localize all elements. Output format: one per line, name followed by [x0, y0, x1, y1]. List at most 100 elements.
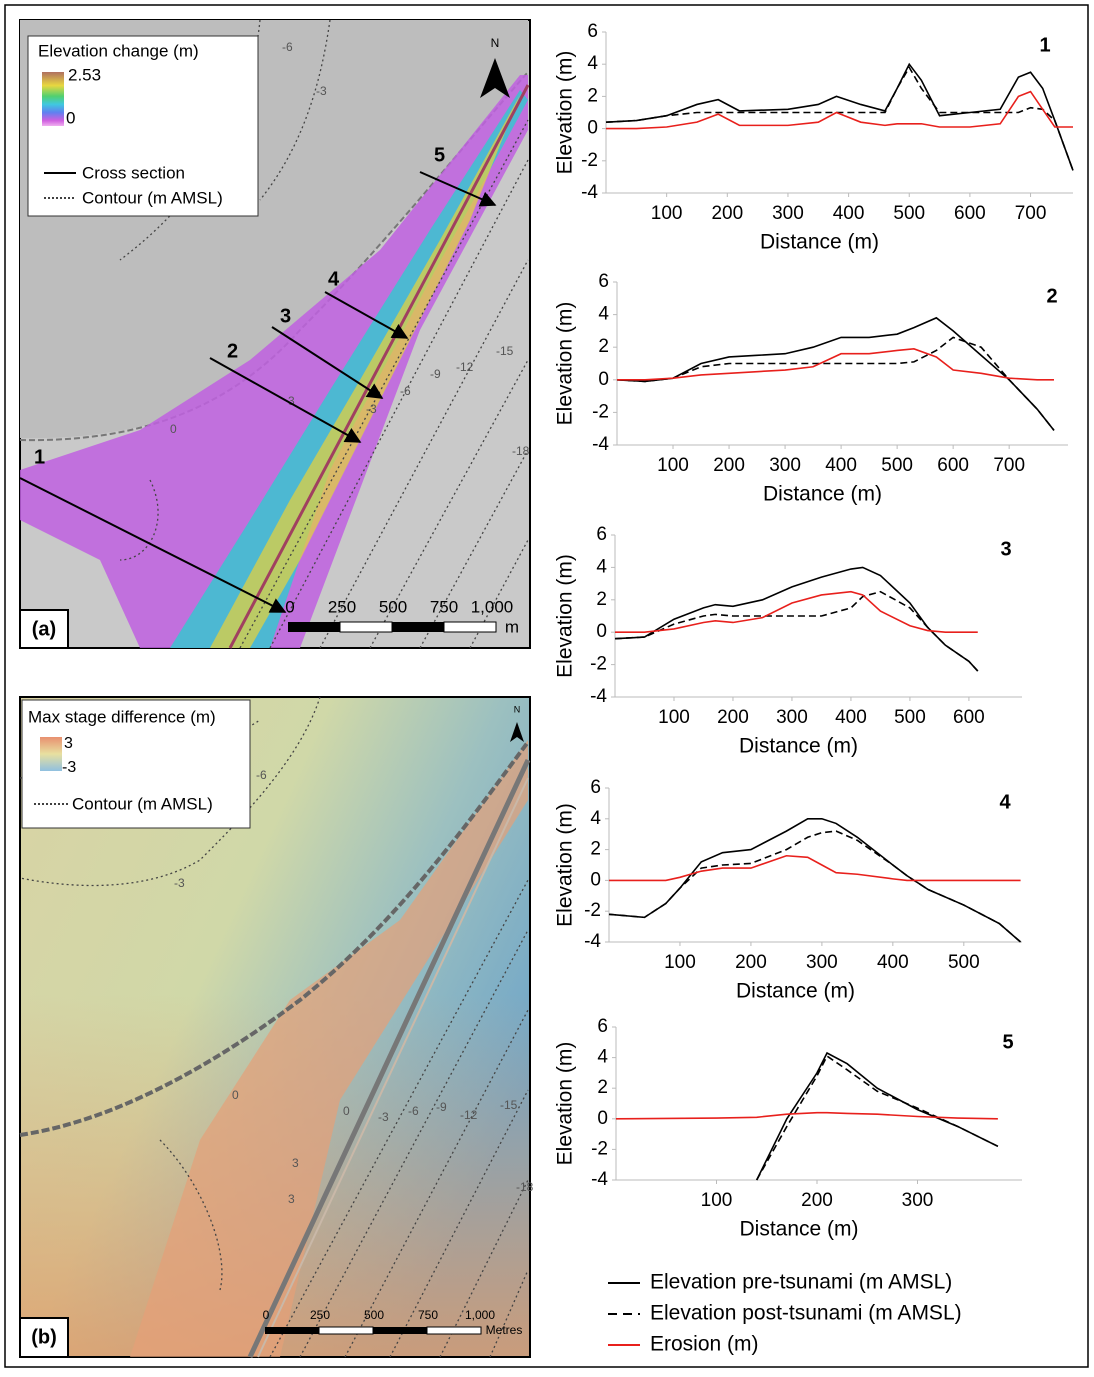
y-tick-label: 6: [598, 271, 609, 292]
scale-label: 250: [328, 597, 356, 616]
y-tick-label: 6: [596, 524, 607, 545]
series-line: [616, 336, 1055, 431]
legend-label: Elevation pre-tsunami (m AMSL): [650, 1271, 952, 1294]
contour-label: -3: [174, 876, 185, 890]
y-tick-label: -2: [591, 1138, 608, 1159]
y-tick-label: -2: [590, 654, 607, 675]
y-tick-label: -4: [581, 182, 598, 203]
road: [247, 758, 531, 1359]
y-tick-label: 2: [587, 85, 598, 106]
legend-ramp: [42, 72, 64, 126]
series-line: [608, 830, 1022, 943]
x-tick-label: 200: [801, 1190, 833, 1211]
map-b: -6 -3 0 0 -3 -6 -9 -12 -15 -18 3 3 N Max…: [19, 696, 534, 1359]
chart-title: 1: [1039, 34, 1050, 56]
map-a: -6 -3 0 -3 -6 -9 -12 -15 -18 3 1 2 3 4 5…: [19, 19, 531, 649]
x-tick-label: 600: [953, 707, 985, 728]
cross-section: [271, 326, 384, 399]
scale-labels: 0 250 500 750 1,000 m: [285, 597, 519, 636]
y-tick-label: 6: [590, 777, 601, 798]
legend-max: 2.53: [68, 65, 101, 84]
contour-label: -6: [282, 40, 293, 54]
section-label: 5: [434, 144, 445, 166]
road-edge: [257, 777, 529, 1358]
x-tick-label: 100: [658, 707, 690, 728]
x-tick-label: 500: [893, 203, 925, 224]
legend-label: Cross section: [82, 163, 185, 182]
y-tick-label: -2: [584, 900, 601, 921]
road: [228, 84, 530, 649]
x-tick-label: 300: [902, 1190, 934, 1211]
x-tick-label: 600: [954, 203, 986, 224]
scale-label: 0: [263, 1308, 270, 1322]
series-line: [614, 566, 979, 672]
cross-section: [19, 477, 287, 613]
scale-label: 0: [285, 597, 294, 616]
line-chart: -4 -2 0 2 4 6 100 200 300 400 500 600 700 1 Distance (…: [554, 21, 1074, 254]
y-tick-label: 0: [598, 369, 609, 390]
series-line: [615, 1111, 998, 1120]
contour-label: -18: [512, 444, 530, 458]
section-label: 4: [328, 268, 340, 290]
y-axis-title: Elevation (m): [554, 51, 577, 175]
x-tick-label: 100: [701, 1190, 733, 1211]
x-tick-label: 700: [1015, 203, 1047, 224]
north-arrow: [510, 722, 524, 742]
chart-title: 4: [999, 791, 1011, 813]
x-tick-label: 300: [769, 455, 801, 476]
panel-label: (a): [32, 618, 56, 640]
cross-section: [209, 357, 362, 443]
y-tick-label: 0: [596, 621, 607, 642]
y-tick-label: -4: [591, 1169, 608, 1190]
contour-label: 3: [288, 394, 295, 408]
series-line: [617, 348, 1054, 381]
change-zone-mid: [170, 90, 528, 648]
scale-label: 750: [430, 597, 458, 616]
y-tick-label: 4: [598, 304, 609, 325]
scale-label: 750: [418, 1308, 438, 1322]
panel-label: (b): [31, 1326, 57, 1348]
north-label: N: [491, 36, 500, 50]
contour-label: -12: [456, 360, 474, 374]
contours: [119, 19, 529, 649]
contour-label: -6: [408, 1104, 419, 1118]
contour-label: -6: [256, 768, 267, 782]
y-axis-title: Elevation (m): [554, 302, 577, 426]
x-tick-label: 500: [881, 455, 913, 476]
y-tick-label: 4: [597, 1047, 608, 1068]
y-tick-label: 0: [590, 869, 601, 890]
series-line: [606, 90, 1073, 130]
x-tick-label: 400: [835, 707, 867, 728]
y-tick-label: 6: [597, 1016, 608, 1037]
shoreline: [19, 740, 530, 1137]
contour-label: -15: [500, 1098, 518, 1112]
x-tick-label: 400: [833, 203, 865, 224]
line-chart: -4 -2 0 2 4 6 100 200 300 400 500 600 3 Distance (m) E…: [554, 524, 1022, 758]
line-chart: -4 -2 0 2 4 6 100 200 300 400 500 600 700 2 Distance (…: [554, 271, 1068, 506]
series-line: [755, 1054, 999, 1181]
x-tick-label: 400: [877, 952, 909, 973]
y-tick-label: -4: [590, 686, 607, 707]
scale-bar: [265, 1326, 482, 1335]
scale-label: 250: [310, 1308, 330, 1322]
series-line: [605, 62, 1074, 171]
difference-zone: [130, 740, 528, 1357]
legend-label: Contour (m AMSL): [82, 188, 223, 207]
section-label: 3: [280, 305, 291, 327]
legend-label: Erosion (m): [650, 1333, 759, 1356]
y-tick-label: 6: [587, 21, 598, 42]
y-axis-title: Elevation (m): [554, 1042, 577, 1166]
legend-max: 3: [64, 735, 73, 752]
contour-label: 3: [288, 1192, 295, 1206]
legend-title: Max stage difference (m): [28, 707, 216, 726]
contour-label: -12: [460, 1108, 478, 1122]
contour-label: -15: [496, 344, 514, 358]
y-axis-title: Elevation (m): [554, 554, 577, 678]
scale-label: 500: [364, 1308, 384, 1322]
y-tick-label: -4: [592, 434, 609, 455]
x-axis-title: Distance (m): [739, 1218, 858, 1241]
legend-box: [27, 35, 259, 217]
x-tick-label: 200: [735, 952, 767, 973]
y-tick-label: -2: [581, 150, 598, 171]
x-axis-title: Distance (m): [736, 980, 855, 1003]
